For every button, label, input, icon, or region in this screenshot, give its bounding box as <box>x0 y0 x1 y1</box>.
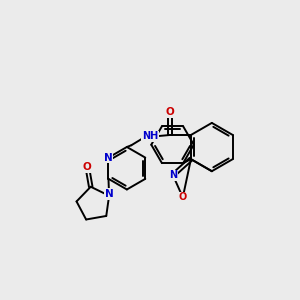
Text: N: N <box>169 170 177 180</box>
Text: O: O <box>166 107 174 117</box>
Text: N: N <box>103 153 112 163</box>
Text: O: O <box>179 192 187 202</box>
Text: O: O <box>83 162 92 172</box>
Text: NH: NH <box>142 131 158 142</box>
Text: N: N <box>105 189 114 199</box>
